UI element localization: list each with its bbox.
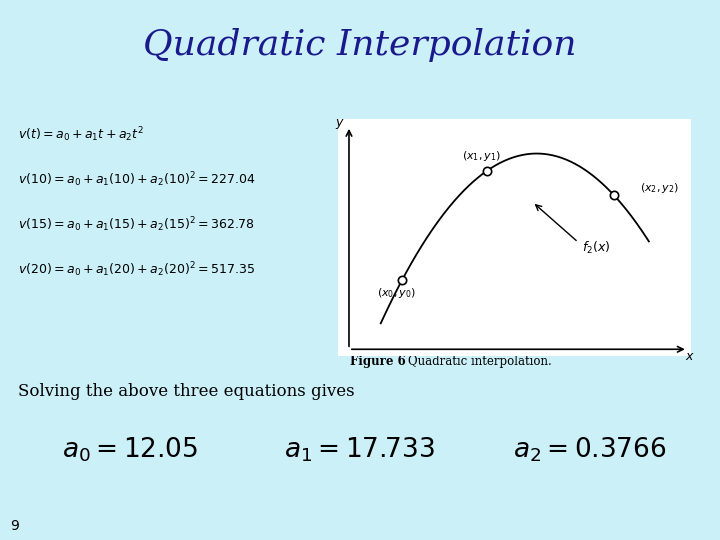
Text: $a_1 = 17.733$: $a_1 = 17.733$ [284, 436, 436, 464]
Text: $x$: $x$ [685, 350, 694, 363]
Text: $v(10)= a_0 + a_1(10)+ a_2(10)^2 = 227.04$: $v(10)= a_0 + a_1(10)+ a_2(10)^2 = 227.0… [18, 171, 256, 190]
Text: Solving the above three equations gives: Solving the above three equations gives [18, 383, 355, 401]
Text: $v(20)= a_0 + a_1(20)+ a_2(20)^2 = 517.35$: $v(20)= a_0 + a_1(20)+ a_2(20)^2 = 517.3… [18, 261, 255, 279]
Text: $(x_2, y_2)$: $(x_2, y_2)$ [640, 181, 679, 195]
Text: $a_0 = 12.05$: $a_0 = 12.05$ [62, 436, 198, 464]
Text: $a_2 = 0.3766$: $a_2 = 0.3766$ [513, 436, 667, 464]
Text: $f_2(x)$: $f_2(x)$ [582, 240, 610, 256]
Text: $v(t)= a_0 + a_1 t + a_2 t^2$: $v(t)= a_0 + a_1 t + a_2 t^2$ [18, 126, 144, 144]
Text: $(x_0, y_0)$: $(x_0, y_0)$ [377, 286, 416, 300]
Text: Quadratic Interpolation: Quadratic Interpolation [143, 28, 577, 62]
Text: $y$: $y$ [336, 117, 345, 131]
Text: 9: 9 [10, 519, 19, 533]
Text: Figure 6: Figure 6 [350, 355, 406, 368]
Text: $v(15)= a_0 + a_1(15)+ a_2(15)^2 = 362.78$: $v(15)= a_0 + a_1(15)+ a_2(15)^2 = 362.7… [18, 215, 254, 234]
Text: Quadratic interpolation.: Quadratic interpolation. [408, 355, 552, 368]
Text: $(x_1, y_1)$: $(x_1, y_1)$ [462, 149, 501, 163]
